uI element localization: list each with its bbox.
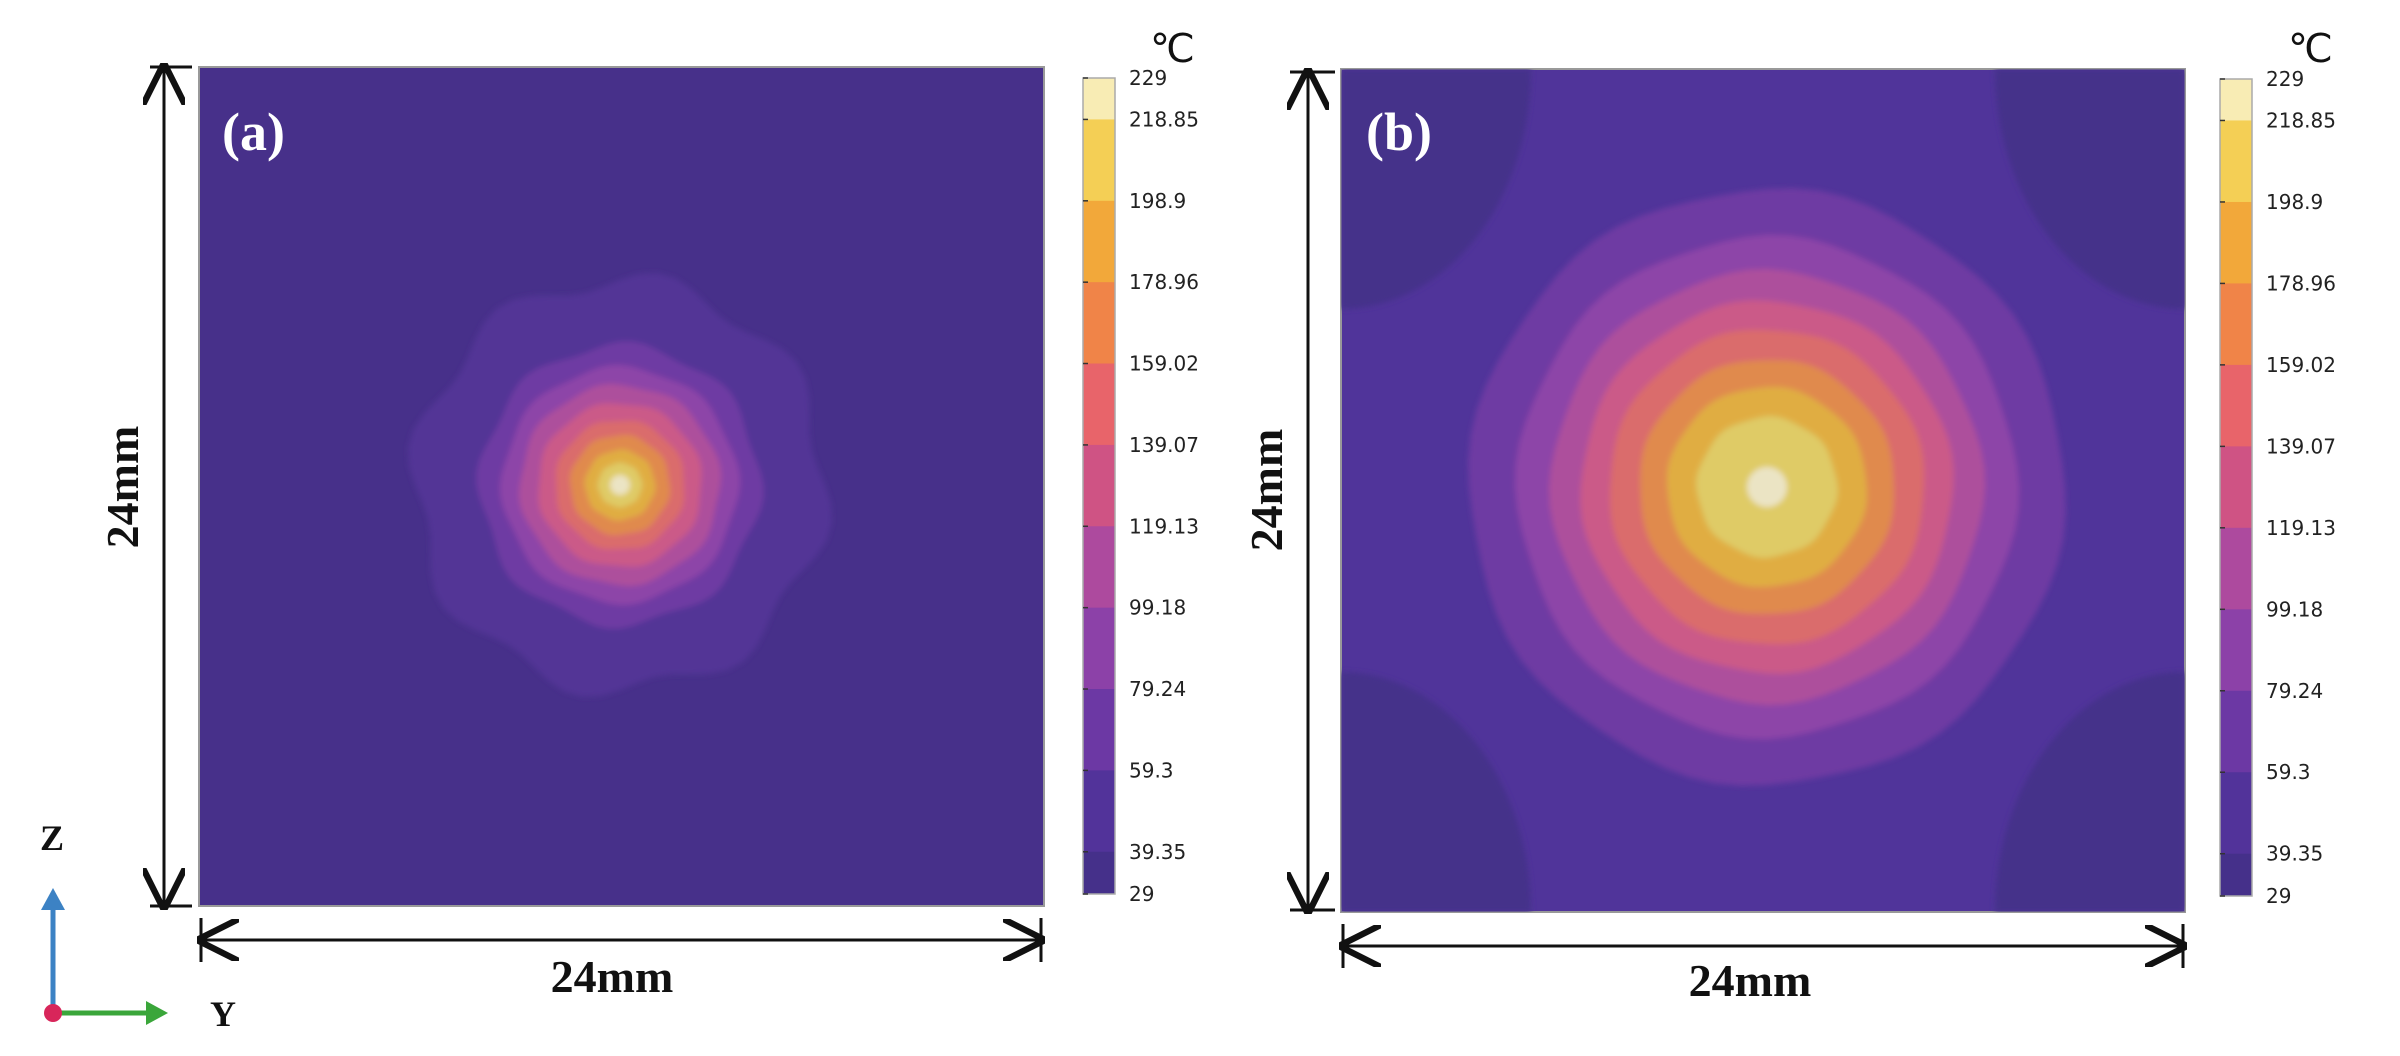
colorbar-tick-label: 139.07 [1129, 433, 1199, 457]
x-axis-origin [44, 1004, 62, 1022]
panel-a-label: (a) [222, 102, 285, 162]
colorbar-tick-label: 178.96 [1129, 270, 1199, 294]
colorbar-band [2220, 201, 2252, 284]
colorbar-band [1083, 78, 1115, 120]
colorbar-band [1083, 607, 1115, 690]
axis-triad: Z Y [40, 818, 236, 1034]
corner-cool-region [1341, 69, 1531, 309]
colorbar-tick-label: 59.3 [1129, 758, 1174, 782]
colorbar-tick-label: 39.35 [2266, 842, 2323, 866]
contour-band [1747, 467, 1787, 507]
panel-b: (b) 24mm 24mm [1241, 69, 2185, 1006]
colorbar-band [1083, 282, 1115, 365]
colorbar-band [1083, 119, 1115, 202]
colorbar-band [2220, 609, 2252, 692]
contour-band [610, 475, 630, 495]
colorbar-tick-label: 39.35 [1129, 840, 1186, 864]
height-label-a: 24mm [97, 426, 148, 549]
corner-cool-region [1995, 69, 2185, 309]
colorbar-tick-label: 99.18 [2266, 597, 2323, 621]
panel-a-contours [408, 273, 832, 697]
z-axis-label: Z [40, 818, 64, 858]
colorbar-tick-label: 218.85 [2266, 108, 2336, 132]
colorbar-tick-label: 99.18 [1129, 596, 1186, 620]
width-label-b: 24mm [1689, 955, 1812, 1006]
colorbar-tick-label: 59.3 [2266, 760, 2311, 784]
colorbar-tick-label: 29 [2266, 884, 2291, 908]
colorbar-band [1083, 526, 1115, 609]
colorbar-tick-label: 119.13 [1129, 514, 1199, 538]
colorbar-band [2220, 853, 2252, 897]
colorbar-band [2220, 446, 2252, 529]
colorbar-tick-label: 229 [2266, 67, 2304, 91]
colorbar-tick-label: 139.07 [2266, 434, 2336, 458]
colorbar-band [1083, 770, 1115, 853]
colorbar-b: 229 218.85 198.9 178.96 159.02 139.07 119.13 99… [2219, 26, 2336, 908]
colorbar-tick-label: 198.9 [1129, 189, 1186, 213]
colorbar-tick-label: 218.85 [1129, 107, 1199, 131]
colorbar-band [2220, 364, 2252, 447]
colorbar-band [1083, 200, 1115, 283]
colorbar-band [2220, 690, 2252, 773]
colorbar-tick-label: 178.96 [2266, 271, 2336, 295]
colorbar-band [1083, 363, 1115, 446]
colorbar-tick-label: 119.13 [2266, 516, 2336, 540]
unit-label-a: ℃ [1150, 26, 1195, 71]
colorbar-band [1083, 851, 1115, 895]
colorbar-tick-label: 79.24 [1129, 677, 1186, 701]
width-label-a: 24mm [551, 951, 674, 1002]
colorbar-tick-label: 159.02 [1129, 352, 1199, 376]
colorbar-band [2220, 79, 2252, 121]
colorbar-tick-label: 159.02 [2266, 353, 2336, 377]
colorbar-band [2220, 120, 2252, 203]
colorbar-tick-label: 229 [1129, 66, 1167, 90]
height-label-b: 24mm [1241, 429, 1292, 552]
unit-label-b: ℃ [2288, 26, 2333, 71]
colorbar-band [2220, 283, 2252, 366]
colorbar-tick-label: 29 [1129, 882, 1154, 906]
colorbar-tick-label: 198.9 [2266, 190, 2323, 214]
colorbar-band [2220, 527, 2252, 610]
panel-b-contours [1341, 69, 2185, 912]
corner-cool-region [1341, 672, 1531, 912]
panel-b-label: (b) [1366, 102, 1432, 162]
corner-cool-region [1995, 672, 2185, 912]
y-axis-label: Y [210, 994, 236, 1034]
colorbar-band [2220, 772, 2252, 855]
colorbar-a: 229 218.85 198.9 178.96 159.02 139.07 119.13 99… [1082, 26, 1199, 906]
colorbar-tick-label: 79.24 [2266, 679, 2323, 703]
panel-a: (a) 24mm 24mm [97, 67, 1044, 1002]
colorbar-band [1083, 689, 1115, 771]
colorbar-band [1083, 444, 1115, 527]
